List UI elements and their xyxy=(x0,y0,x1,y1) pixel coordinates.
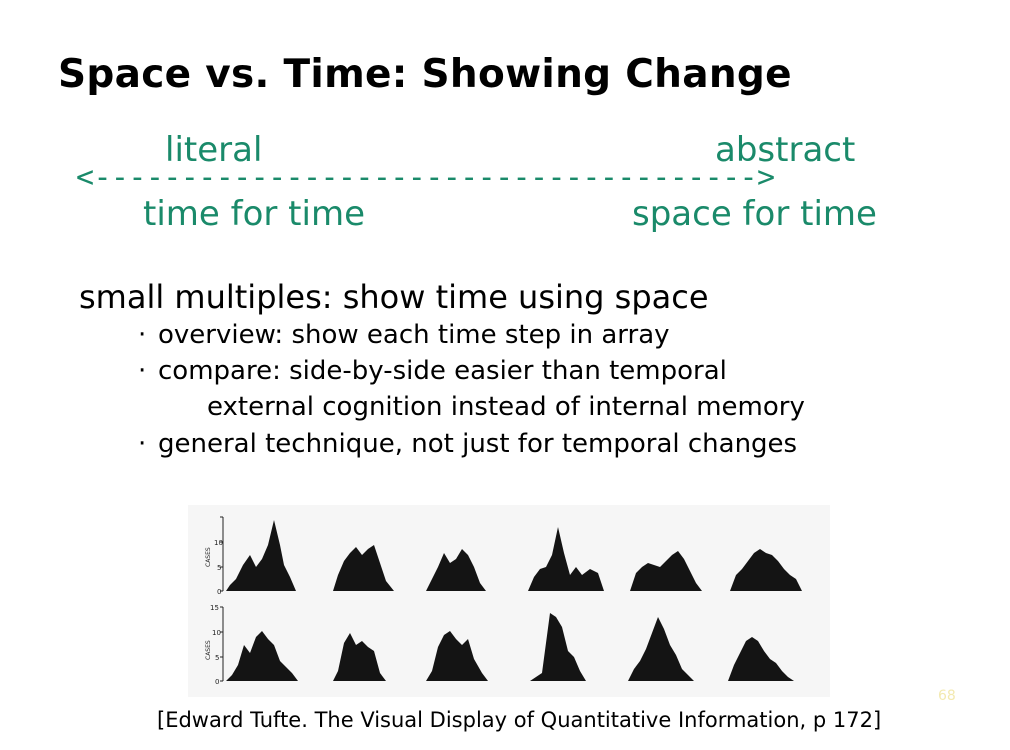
sub-bullet-item: external cognition instead of internal m… xyxy=(207,392,805,422)
y-axis-label: CASES xyxy=(205,640,212,660)
bullet-text: general technique, not just for temporal… xyxy=(158,429,798,459)
top-row-histograms xyxy=(226,520,802,591)
tick-label: 5 xyxy=(217,564,221,572)
bottom-row-histograms xyxy=(226,613,794,681)
histogram-shape xyxy=(333,633,386,681)
tick-label: 10 xyxy=(214,539,223,547)
bottom-row-axis: 15 10 5 0 CASES xyxy=(205,604,224,686)
double-arrow: <--------------------------------------> xyxy=(76,160,775,195)
page-number: 68 xyxy=(938,688,956,704)
histogram-shape xyxy=(226,631,298,681)
histogram-shape xyxy=(628,617,694,681)
bullet-marker: · xyxy=(138,429,147,459)
bullet-marker: · xyxy=(138,356,147,386)
axis-label-space-for-time: space for time xyxy=(632,194,877,234)
histogram-shape xyxy=(730,549,802,591)
tick-label: 0 xyxy=(215,678,219,686)
histogram-shape xyxy=(333,545,394,591)
tick-label: 5 xyxy=(215,654,219,662)
axis-label-literal: literal xyxy=(165,130,263,170)
small-multiples-figure: 10 5 0 CASES 15 10 5 0 CASES xyxy=(188,505,830,697)
slide-title: Space vs. Time: Showing Change xyxy=(58,52,792,97)
tick-label: 0 xyxy=(217,588,221,596)
y-axis-label: CASES xyxy=(205,547,212,567)
histogram-shape xyxy=(426,549,486,591)
bullet-text: overview: show each time step in array xyxy=(158,320,670,350)
axis-label-abstract: abstract xyxy=(715,130,856,170)
figure-caption: [Edward Tufte. The Visual Display of Qua… xyxy=(157,708,882,732)
section-heading: small multiples: show time using space xyxy=(79,278,709,316)
bullet-text: compare: side-by-side easier than tempor… xyxy=(158,356,727,386)
bullet-item: · general technique, not just for tempora… xyxy=(138,429,797,459)
histogram-shape xyxy=(528,527,604,591)
top-row-axis: 10 5 0 CASES xyxy=(205,516,224,596)
histogram-shape xyxy=(426,631,488,681)
histogram-shape xyxy=(630,551,702,591)
histogram-shape xyxy=(226,520,296,591)
small-multiples-image: 10 5 0 CASES 15 10 5 0 CASES xyxy=(205,516,802,686)
histogram-shape xyxy=(530,613,586,681)
bullet-marker: · xyxy=(138,320,147,350)
bullet-item: · compare: side-by-side easier than tempo… xyxy=(138,356,727,386)
axis-label-time-for-time: time for time xyxy=(143,194,365,234)
bullet-text: external cognition instead of internal m… xyxy=(207,392,805,422)
histogram-shape xyxy=(728,637,794,681)
bullet-item: · overview: show each time step in array xyxy=(138,320,670,350)
tick-label: 15 xyxy=(210,604,219,612)
tick-label: 10 xyxy=(212,629,221,637)
